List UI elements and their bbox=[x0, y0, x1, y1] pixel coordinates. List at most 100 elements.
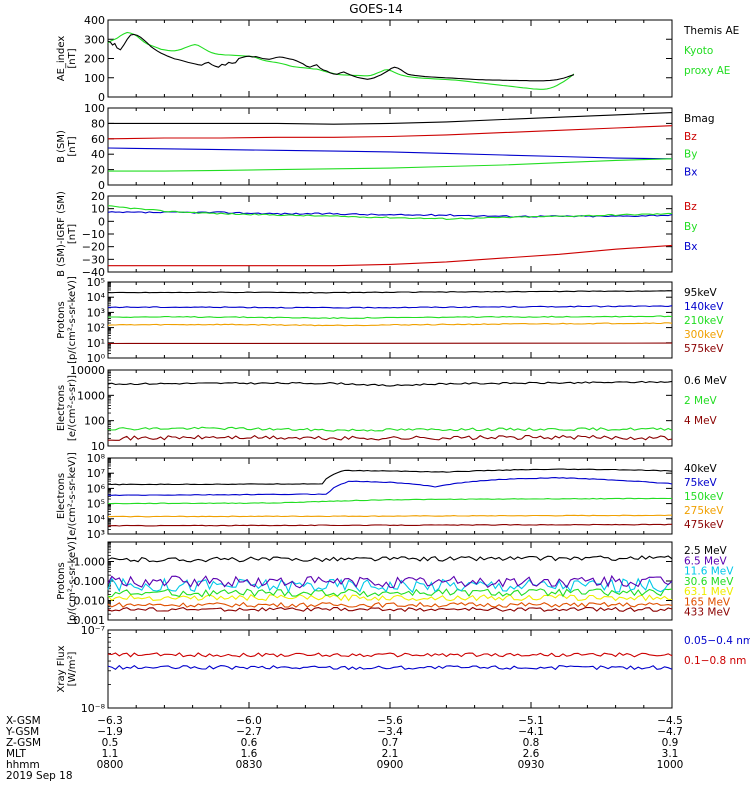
legend-entry: Themis AE bbox=[683, 25, 739, 37]
chart-title: GOES-14 bbox=[349, 2, 403, 16]
series-line-protHE-6 bbox=[107, 555, 673, 563]
ytick-label: 0.100 bbox=[74, 575, 106, 588]
legend-entry: 4 MeV bbox=[684, 415, 718, 427]
ytick-label: 10 bbox=[91, 440, 105, 453]
ytick-label: 10⁴ bbox=[87, 513, 106, 526]
series-line-bigrf-1 bbox=[107, 205, 673, 220]
ytick-label: 0 bbox=[98, 215, 105, 228]
y-axis-label: Xray Flux bbox=[56, 645, 67, 692]
y-axis-label: Electrons bbox=[56, 473, 67, 519]
panel-elec2: 10³ 10⁴ 10⁵ 10⁶ 10⁷ 10⁸ Electrons [e/(cm²-s-sr-… bbox=[56, 452, 724, 541]
y-axis-label: [p/(cm²-s-sr-keV)] bbox=[67, 276, 78, 364]
series-line-elec-1 bbox=[107, 426, 673, 432]
ephemeris-row-label: MLT bbox=[6, 748, 26, 760]
ytick-label: 10³ bbox=[87, 528, 105, 541]
series-line-elec-0 bbox=[108, 434, 673, 441]
series-line-bsm-2 bbox=[107, 125, 673, 140]
legend-entry: 0.6 MeV bbox=[684, 375, 728, 387]
ephemeris-value: −4.1 bbox=[518, 726, 544, 738]
ytick-label: −20 bbox=[82, 241, 105, 254]
series-line-xray-0 bbox=[107, 652, 673, 658]
legend-entry: 75keV bbox=[684, 477, 718, 489]
ytick-label: −40 bbox=[82, 266, 105, 279]
legend-entry: 0.05−0.4 nm bbox=[684, 635, 750, 647]
series-line-prot-4 bbox=[107, 290, 673, 294]
ytick-label: 20 bbox=[91, 164, 105, 177]
series-line-bigrf-2 bbox=[108, 244, 673, 267]
ephemeris-value: −4.5 bbox=[657, 715, 683, 727]
y-axis-label: [e/(cm²-s-sr)] bbox=[67, 375, 78, 441]
series-line-protHE-5 bbox=[107, 574, 673, 589]
ephemeris-row-label: Y-GSM bbox=[5, 726, 39, 738]
ytick-label: −10 bbox=[82, 228, 105, 241]
ephemeris-row-label: Z-GSM bbox=[6, 737, 41, 749]
series-line-elec2-3 bbox=[107, 477, 673, 496]
legend-entry: Bmag bbox=[684, 113, 715, 125]
ephemeris-value: 0930 bbox=[518, 759, 545, 771]
y-axis-label: AE_index bbox=[56, 36, 67, 82]
legend-entry: By bbox=[684, 149, 697, 161]
series-line-bsm-3 bbox=[108, 112, 673, 125]
ephemeris-value: −4.7 bbox=[657, 726, 683, 738]
panel-protHE: 0.001 0.010 0.100 1.000 Protons [p/(cm²-s-sr-… bbox=[56, 537, 734, 627]
ephemeris-row-label: X-GSM bbox=[6, 715, 41, 727]
ytick-label: 100 bbox=[84, 102, 105, 115]
legend-entry: Bx bbox=[684, 241, 697, 253]
ytick-label: 100 bbox=[84, 415, 105, 428]
ephemeris-value: 0800 bbox=[97, 759, 124, 771]
y-axis-label: [p/(cm²-s-sr-keV)] bbox=[67, 537, 78, 625]
ytick-label: 10⁵ bbox=[87, 498, 105, 511]
series-line-elec2-1 bbox=[108, 514, 672, 518]
ytick-label: −30 bbox=[82, 253, 105, 266]
ytick-label: 10⁻⁸ bbox=[81, 702, 106, 715]
ephemeris-value: 1.1 bbox=[102, 748, 119, 760]
ytick-label: 200 bbox=[84, 53, 105, 66]
ytick-label: 0 bbox=[98, 179, 105, 192]
series-line-bsm-0 bbox=[107, 147, 673, 160]
series-line-bsm-1 bbox=[108, 158, 673, 172]
y-axis-label: Electrons bbox=[56, 385, 67, 431]
ytick-label: 10² bbox=[87, 322, 105, 335]
legend-entry: 30.6 MeV bbox=[684, 576, 734, 588]
panel-bsm: 0 20 40 60 80 100 B (SM) [nT] Bmag Bz By Bx bbox=[56, 102, 715, 192]
ytick-label: 0.010 bbox=[74, 595, 106, 608]
ephemeris-value: 0.9 bbox=[662, 737, 679, 749]
legend-entry: 63.1 MeV bbox=[684, 586, 734, 598]
legend-entry: 275keV bbox=[684, 505, 724, 517]
ephemeris-value: −6.3 bbox=[97, 715, 123, 727]
ephemeris-table: X-GSM −6.3 −6.0 −5.6 −5.1 −4.5 Y-GSM −1.9 −2.7 −3… bbox=[5, 715, 683, 782]
ytick-label: 10⁷ bbox=[87, 467, 105, 480]
panel-frame bbox=[107, 281, 673, 359]
ephemeris-value: −3.4 bbox=[377, 726, 403, 738]
ytick-label: 10⁻⁷ bbox=[81, 624, 105, 637]
ytick-label: 60 bbox=[91, 133, 105, 146]
ephemeris-value: 3.1 bbox=[662, 748, 679, 760]
y-axis-label: [nT] bbox=[67, 224, 78, 244]
series-line-prot-3 bbox=[108, 305, 673, 309]
panel-prot: 10⁰ 10¹ 10² 10³ 10⁴ 10⁵ Protons [p/(cm²-s-sr-ke… bbox=[56, 276, 724, 365]
series-line-elec-2 bbox=[107, 380, 673, 387]
ytick-label: 10¹ bbox=[87, 337, 105, 350]
legend-entry: 11.6 MeV bbox=[684, 566, 734, 578]
ytick-label: 10⁵ bbox=[87, 276, 105, 289]
ytick-label: 10⁶ bbox=[87, 482, 106, 495]
panel-frame bbox=[107, 195, 673, 273]
ephemeris-value: 0.5 bbox=[102, 737, 119, 749]
series-line-protHE-3 bbox=[107, 588, 673, 598]
ephemeris-value: −2.7 bbox=[236, 726, 262, 738]
series-line-xray-1 bbox=[107, 664, 673, 671]
y-axis-label: B (SM)-IGRF (SM) bbox=[56, 191, 67, 277]
ytick-label: 10⁴ bbox=[87, 291, 106, 304]
series-line-protHE-0 bbox=[107, 606, 673, 612]
y-axis-label: Protons bbox=[56, 301, 67, 338]
ytick-label: 10000 bbox=[70, 364, 105, 377]
legend-entry: 433 MeV bbox=[684, 607, 731, 619]
ytick-label: 1000 bbox=[77, 389, 105, 402]
series-line-protHE-1 bbox=[107, 601, 673, 609]
ytick-label: 10⁰ bbox=[87, 352, 106, 365]
legend-entry: 0.1−0.8 nm bbox=[684, 655, 746, 667]
